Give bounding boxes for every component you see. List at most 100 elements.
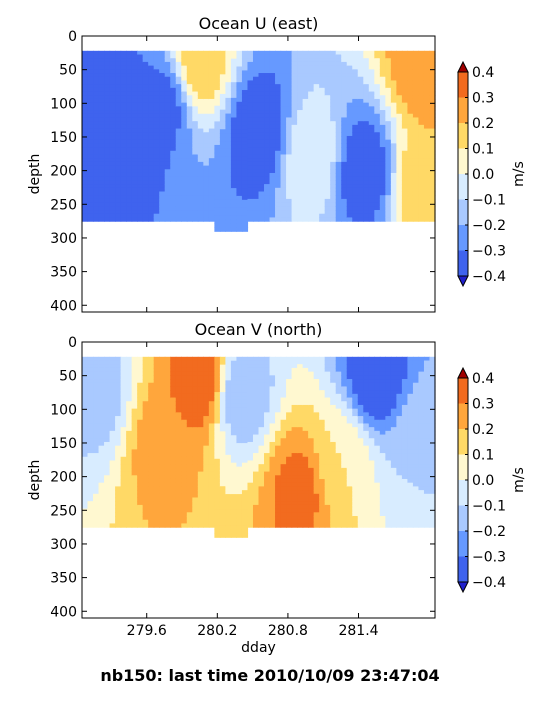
- heatmap-cell: [324, 117, 331, 122]
- heatmap-cell: [429, 110, 436, 115]
- heatmap-cell: [302, 95, 309, 100]
- heatmap-cell: [181, 150, 188, 156]
- heatmap-cell: [247, 106, 254, 111]
- heatmap-cell: [390, 65, 397, 70]
- heatmap-cell: [93, 423, 100, 428]
- heatmap-cell: [302, 504, 309, 510]
- heatmap-cell: [429, 172, 436, 178]
- heatmap-cell: [385, 206, 392, 211]
- heatmap-cell: [236, 133, 243, 138]
- heatmap-cell: [104, 464, 111, 469]
- heatmap-cell: [346, 143, 353, 148]
- heatmap-cell: [186, 379, 193, 384]
- heatmap-cell: [385, 147, 392, 152]
- heatmap-cell: [170, 139, 177, 144]
- heatmap-cell: [313, 128, 320, 133]
- heatmap-cell: [335, 180, 342, 185]
- heatmap-cell: [186, 482, 193, 487]
- heatmap-cell: [385, 158, 392, 163]
- heatmap-cell: [385, 121, 392, 126]
- heatmap-cell: [396, 110, 403, 115]
- heatmap-cell: [341, 165, 348, 170]
- heatmap-cell: [170, 423, 177, 428]
- heatmap-cell: [159, 508, 166, 513]
- heatmap-cell: [324, 95, 331, 100]
- heatmap-cell: [131, 76, 138, 82]
- heatmap-cell: [115, 106, 122, 111]
- heatmap-cell: [423, 110, 431, 115]
- heatmap-cell: [258, 364, 265, 369]
- heatmap-cell: [252, 475, 260, 480]
- heatmap-cell: [197, 139, 204, 144]
- heatmap-cell: [379, 206, 386, 211]
- heatmap-cell: [126, 478, 133, 484]
- heatmap-cell: [291, 371, 298, 376]
- heatmap-cell: [341, 80, 348, 85]
- heatmap-cell: [181, 180, 188, 185]
- heatmap-cell: [93, 172, 100, 178]
- heatmap-cell: [412, 95, 420, 100]
- heatmap-cell: [412, 121, 420, 126]
- heatmap-cell: [219, 407, 227, 413]
- heatmap-cell: [93, 453, 100, 458]
- heatmap-cell: [131, 210, 138, 215]
- colorbar-tick-label: 0.2: [472, 116, 494, 132]
- heatmap-cell: [137, 150, 144, 156]
- heatmap-cell: [313, 158, 320, 163]
- heatmap-cell: [379, 147, 386, 152]
- heatmap-cell: [379, 69, 386, 74]
- heatmap-cell: [148, 464, 155, 469]
- heatmap-cell: [120, 98, 127, 104]
- heatmap-cell: [247, 401, 254, 406]
- heatmap-cell: [407, 154, 414, 159]
- heatmap-cell: [104, 404, 111, 410]
- heatmap-cell: [252, 161, 260, 167]
- heatmap-cell: [241, 121, 249, 126]
- heatmap-cell: [297, 69, 304, 74]
- heatmap-cell: [126, 147, 133, 152]
- heatmap-cell: [137, 371, 144, 376]
- heatmap-cell: [252, 117, 260, 122]
- heatmap-cell: [170, 206, 177, 211]
- heatmap-cell: [170, 467, 177, 473]
- heatmap-cell: [341, 147, 348, 152]
- heatmap-cell: [396, 50, 403, 56]
- heatmap-cell: [319, 65, 326, 70]
- heatmap-cell: [115, 135, 122, 141]
- heatmap-cell: [219, 419, 227, 425]
- heatmap-cell: [148, 217, 155, 222]
- heatmap-cell: [186, 61, 193, 67]
- heatmap-cell: [208, 419, 215, 425]
- heatmap-cell: [346, 154, 353, 159]
- heatmap-cell: [401, 154, 409, 159]
- heatmap-cell: [203, 504, 210, 510]
- heatmap-cell: [280, 150, 287, 156]
- heatmap-cell: [186, 161, 193, 167]
- heatmap-cell: [175, 165, 182, 170]
- heatmap-cell: [197, 471, 204, 476]
- heatmap-cell: [98, 176, 105, 181]
- heatmap-cell: [357, 184, 364, 189]
- heatmap-cell: [87, 180, 94, 185]
- heatmap-cell: [87, 187, 94, 193]
- heatmap-cell: [308, 404, 315, 410]
- heatmap-cell: [308, 165, 315, 170]
- heatmap-cell: [390, 113, 397, 119]
- heatmap-cell: [208, 401, 215, 406]
- heatmap-cell: [109, 423, 116, 428]
- heatmap-cell: [197, 427, 204, 432]
- heatmap-cell: [341, 172, 348, 178]
- y-tick-label: 200: [50, 164, 77, 180]
- heatmap-cell: [335, 117, 342, 122]
- heatmap-cell: [98, 364, 105, 369]
- heatmap-cell: [385, 165, 392, 170]
- heatmap-cell: [142, 65, 149, 70]
- heatmap-cell: [104, 176, 111, 181]
- heatmap-cell: [170, 106, 177, 111]
- heatmap-cell: [264, 371, 271, 376]
- heatmap-cell: [236, 129, 243, 134]
- heatmap-cell: [104, 210, 111, 215]
- heatmap-cell: [407, 54, 414, 59]
- heatmap-cell: [82, 356, 89, 362]
- heatmap-cell: [192, 356, 199, 362]
